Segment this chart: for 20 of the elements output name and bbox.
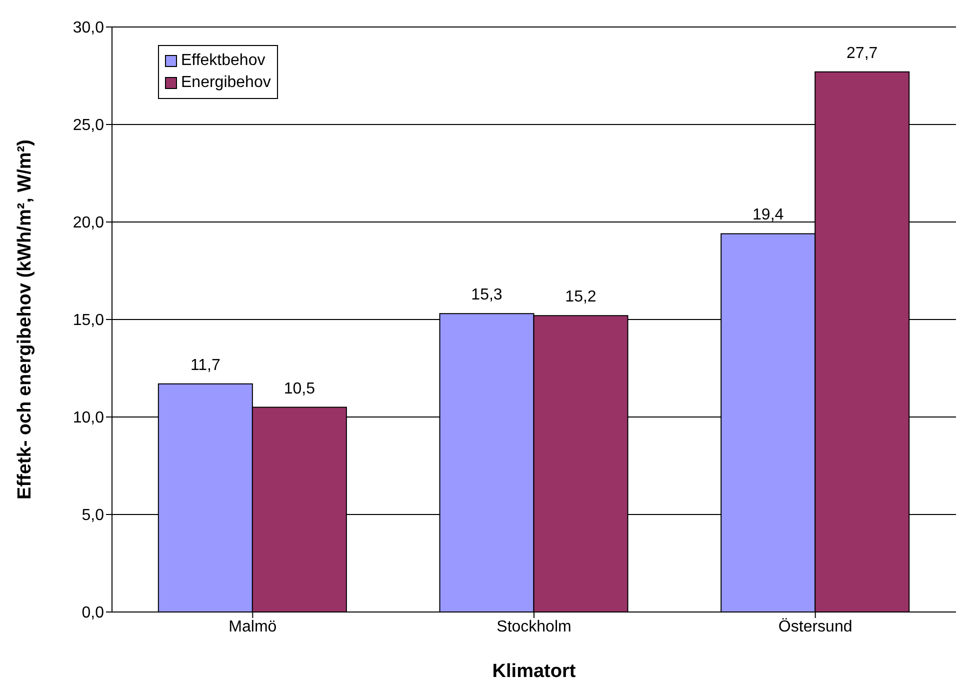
data-label: 11,7 <box>190 356 220 374</box>
x-axis-title: Klimatort <box>492 661 576 682</box>
data-label: 15,3 <box>471 286 502 304</box>
legend-label: Effektbehov <box>181 51 266 71</box>
data-label: 27,7 <box>846 44 878 62</box>
data-label: 15,2 <box>565 288 596 306</box>
y-tick-label: 10,0 <box>72 410 104 427</box>
legend-label: Energibehov <box>181 73 271 93</box>
y-tick-label: 5,0 <box>82 507 104 524</box>
y-tick-label: 25,0 <box>72 117 104 134</box>
y-tick-label: 15,0 <box>72 312 104 330</box>
y-axis-title: Effetk- och energibehov (kWh/m², W/m²) <box>14 140 36 500</box>
y-tick-label: 0,0 <box>82 604 104 622</box>
data-label: 10,5 <box>284 380 316 398</box>
x-tick-label: Östersund <box>778 617 852 636</box>
x-tick-label: Stockholm <box>496 618 572 636</box>
y-tick-label: 30,0 <box>72 20 104 37</box>
data-label: 19,4 <box>752 206 784 224</box>
y-tick-label: 20,0 <box>72 214 104 232</box>
x-tick-label: Malmö <box>228 618 277 636</box>
